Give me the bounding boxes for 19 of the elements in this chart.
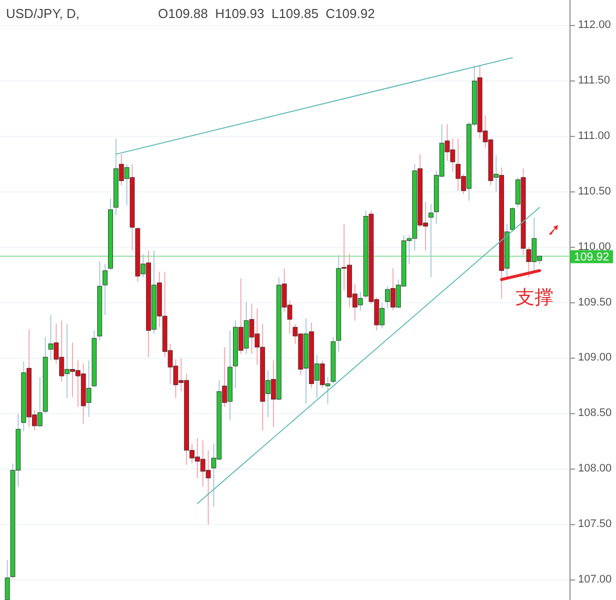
ref-line-label: 109.92 [574, 252, 610, 264]
y-tick-label: 107.50 [578, 518, 612, 530]
candlestick [428, 204, 434, 278]
y-tick-label: 109.00 [578, 352, 612, 364]
y-tick-label: 108.50 [578, 407, 612, 420]
y-tick-label: 110.50 [578, 185, 611, 198]
y-tick-label: 110.00 [578, 240, 611, 253]
y-tick-label: 111.50 [578, 74, 610, 86]
candlestick [4, 560, 10, 600]
candlestick [102, 263, 108, 316]
y-tick-label: 108.00 [578, 462, 612, 475]
text: USD/JPY, D, [6, 6, 80, 21]
candlestick [510, 206, 515, 232]
annotation: 支撑 [516, 287, 554, 308]
y-tick-label: 109.50 [578, 296, 612, 308]
y-tick-label: 111.00 [578, 130, 610, 142]
y-tick-label: 112.00 [578, 19, 611, 32]
y-tick-label: 107.00 [578, 574, 612, 586]
text: O109.88 H109.93 L109.85 C109.92 [158, 6, 375, 21]
